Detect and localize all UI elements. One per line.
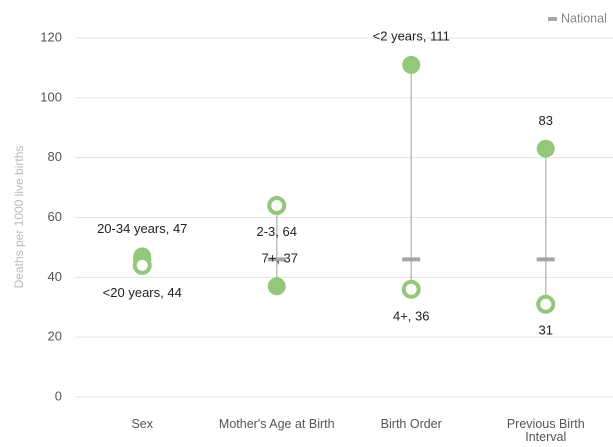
dot-ring — [536, 294, 556, 314]
data-label: 83 — [539, 113, 553, 128]
y-tick-label: 40 — [48, 269, 62, 284]
data-label: 4+, 36 — [393, 309, 430, 324]
x-tick-label: Mother's Age at Birth — [218, 418, 335, 431]
y-tick-label: 100 — [40, 89, 62, 104]
x-tick-label-box: Birth Order — [380, 418, 442, 431]
data-label: 31 — [539, 323, 553, 338]
data-label: <2 years, 111 — [373, 28, 450, 43]
y-tick-label: 80 — [48, 149, 62, 164]
dot — [536, 139, 555, 158]
legend-swatch — [548, 17, 557, 21]
data-label: 20-34 years, 47 — [97, 221, 187, 236]
x-tick-label-box: Previous Birth Interval — [506, 418, 585, 444]
data-label: <20 years, 44 — [103, 285, 182, 300]
national-marker — [536, 257, 555, 262]
x-tick-label: Previous Birth Interval — [506, 418, 585, 444]
y-tick-label: 120 — [40, 29, 62, 44]
data-label: 7+, 37 — [261, 251, 298, 266]
data-label: 2-3, 64 — [257, 224, 297, 239]
national-marker — [402, 257, 421, 262]
dot — [267, 277, 286, 296]
x-tick-label: Birth Order — [380, 418, 442, 431]
y-tick-label: 0 — [55, 388, 62, 403]
x-tick-label-box: Sex — [131, 418, 154, 431]
national-marker — [267, 257, 286, 262]
dot-ring — [132, 255, 152, 275]
y-tick-label: 20 — [48, 329, 62, 344]
y-tick-label: 60 — [48, 209, 62, 224]
legend-label: National — [561, 11, 607, 25]
dot-ring — [401, 279, 421, 299]
x-tick-label: Sex — [131, 418, 154, 431]
y-axis-label: Deaths per 1000 live births — [12, 146, 26, 289]
dot-ring — [267, 196, 287, 216]
x-tick-label-box: Mother's Age at Birth — [218, 418, 335, 431]
legend: National — [548, 11, 607, 25]
dot — [402, 55, 421, 74]
